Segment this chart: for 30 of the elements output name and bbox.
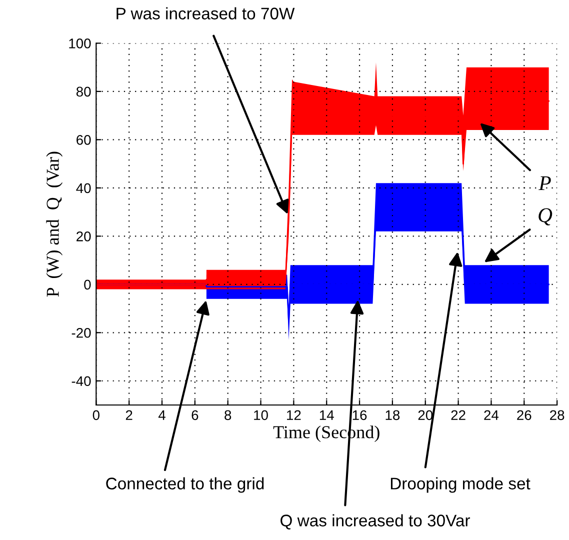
annotation: Q [538,208,552,226]
x-tick-label: 22 [451,410,466,420]
annotation: P [538,176,551,190]
y-axis-title: P (W) and Q (Var) [46,152,63,297]
x-tick-label: 4 [158,410,166,420]
x-tick-label: 18 [386,410,400,420]
x-tick-label: 8 [224,410,232,420]
x-tick-label: 10 [254,410,268,420]
y-tick-label: 0 [84,280,91,290]
y-tick-label: 100 [69,38,91,48]
annotation: P was increased to 70W [116,7,295,20]
x-tick-label: 14 [320,410,334,420]
x-tick-label: 0 [92,410,100,420]
text: Drooping mode set [390,477,530,493]
x-tick-label: 16 [352,410,367,420]
x-tick-label: 24 [484,410,499,420]
y-tick-label: -20 [72,328,91,338]
x-tick-label: 12 [287,410,301,420]
x-tick-label: 26 [517,410,532,420]
y-tick-label: -40 [72,376,91,386]
text: Q was increased to 30Var [280,514,470,530]
annotation: Connected to the grid [106,477,264,493]
x-tick-label: 6 [192,410,198,420]
x-tick-label: 28 [550,410,564,420]
y-tick-label: 40 [76,183,91,194]
x-tick-label: 2 [126,410,132,420]
y-tick-label: 60 [76,135,91,145]
x-tick-label: 20 [418,410,433,420]
y-tick-label: 80 [76,86,91,97]
y-tick-label: 20 [76,231,91,242]
